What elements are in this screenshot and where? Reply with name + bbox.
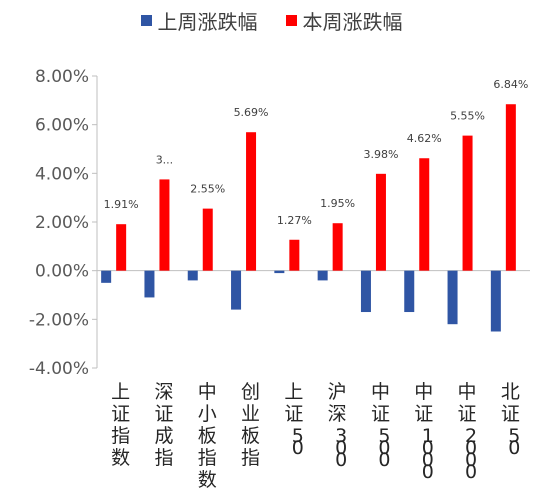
legend-label-this-week: 本周涨跌幅 [302, 10, 403, 34]
category-label: 上证指数 [111, 381, 130, 469]
bar-this-week [462, 135, 473, 271]
bar-last-week [360, 270, 371, 313]
y-tick-label: 2.00% [35, 213, 89, 233]
data-label-this-week: 6.84% [493, 78, 528, 91]
legend-item-this-week: 本周涨跌幅 [285, 6, 403, 35]
legend: 上周涨跌幅 本周涨跌幅 [0, 6, 543, 35]
bar-last-week [317, 270, 328, 281]
bar-this-week [505, 104, 516, 271]
legend-label-last-week: 上周涨跌幅 [157, 10, 258, 34]
category-label: 北证 5 0 [501, 381, 521, 459]
data-label-this-week: 1.27% [277, 214, 312, 227]
category-label: 深证成指 [154, 381, 173, 469]
bar-this-week [116, 224, 127, 271]
data-label-this-week: 1.95% [320, 197, 355, 210]
data-label-this-week: 4.62% [407, 132, 442, 145]
legend-swatch-this-week [285, 15, 297, 26]
bar-last-week [490, 270, 501, 332]
category-label: 中小板指数 [198, 381, 217, 491]
y-tick-label: -2.00% [29, 310, 89, 330]
bar-this-week [159, 179, 170, 271]
data-label-this-week: 5.69% [234, 106, 269, 119]
y-tick-label: 8.00% [35, 67, 89, 87]
data-label-this-week: 3.98% [363, 148, 398, 161]
data-label-this-week: 1.91% [104, 198, 139, 211]
bar-this-week [246, 132, 257, 271]
category-label: 上证 5 0 [284, 381, 304, 459]
bar-this-week [332, 223, 343, 271]
bar-last-week [447, 270, 458, 325]
bar-last-week [404, 270, 415, 313]
bar-this-week [289, 239, 300, 271]
data-label-this-week: 2.55% [190, 183, 225, 196]
y-tick-label: 0.00% [35, 262, 89, 282]
y-tick-label: 6.00% [35, 116, 89, 136]
bar-last-week [144, 270, 155, 298]
category-label: 沪深 3 0 0 [328, 381, 348, 471]
category-label: 中证 1 0 0 0 [414, 381, 434, 483]
category-label: 创业板指 [241, 381, 260, 469]
data-label-this-week: 5.55% [450, 110, 485, 123]
bar-last-week [231, 270, 242, 310]
legend-swatch-last-week [140, 15, 152, 26]
y-tick-label: 4.00% [35, 164, 89, 184]
bar-last-week [274, 270, 285, 274]
bar-this-week [375, 173, 386, 271]
category-label: 中证 2 0 0 0 [458, 381, 478, 483]
y-tick-label: -4.00% [29, 359, 89, 379]
bar-this-week [202, 208, 213, 271]
bar-last-week [101, 270, 112, 283]
legend-item-last-week: 上周涨跌幅 [140, 6, 258, 35]
category-label: 中证 5 0 0 [371, 381, 391, 471]
bar-this-week [419, 158, 430, 271]
data-label-this-week: 3... [156, 153, 174, 166]
bar-last-week [187, 270, 198, 281]
